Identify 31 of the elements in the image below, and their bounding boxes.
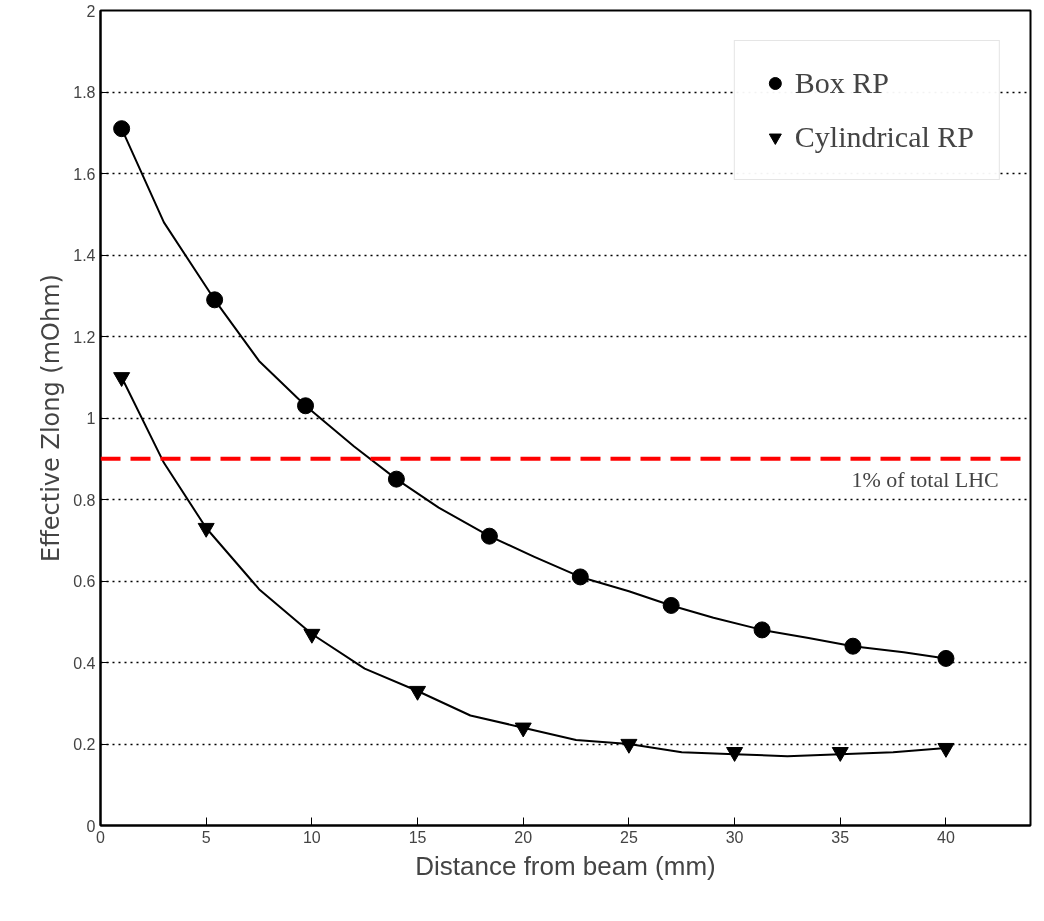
legend-label: Cylindrical RP <box>794 120 974 154</box>
point <box>937 742 955 758</box>
y-tick-label: 2 <box>86 2 96 20</box>
legend-label: Box RP <box>794 66 890 100</box>
point <box>113 120 131 138</box>
y-tick-label: 1.2 <box>73 328 96 346</box>
x-tick-label: 10 <box>302 828 321 846</box>
x-tick-label: 30 <box>725 828 744 846</box>
point <box>937 649 955 667</box>
point <box>831 747 849 762</box>
x-tick-label: 20 <box>514 828 533 846</box>
y-tick-label: 0.4 <box>73 654 96 672</box>
y-tick-label: 1 <box>86 410 96 427</box>
x-tick-label: 5 <box>201 828 211 846</box>
ref-line-label: 1% of total LHC <box>851 466 999 492</box>
y-tick-label: 0.2 <box>73 736 96 753</box>
x-tick-label: 25 <box>620 828 638 846</box>
y-tick-label: 0.8 <box>73 491 96 509</box>
y-axis-title: Effective Zlong (mOhm) <box>37 274 66 562</box>
y-tick-label: 1.8 <box>73 84 96 101</box>
point <box>113 372 131 387</box>
point <box>726 747 744 762</box>
x-axis-title: Distance from beam (mm) <box>415 850 716 881</box>
point <box>514 722 532 738</box>
x-tick-label: 40 <box>937 828 955 846</box>
y-tick-label: 0 <box>86 817 96 835</box>
x-tick-label: 35 <box>831 828 850 846</box>
y-tick-label: 0.6 <box>73 573 96 590</box>
x-tick-label: 15 <box>408 828 427 846</box>
y-tick-label: 1.4 <box>73 247 96 264</box>
y-tick-label: 1.6 <box>73 165 96 183</box>
